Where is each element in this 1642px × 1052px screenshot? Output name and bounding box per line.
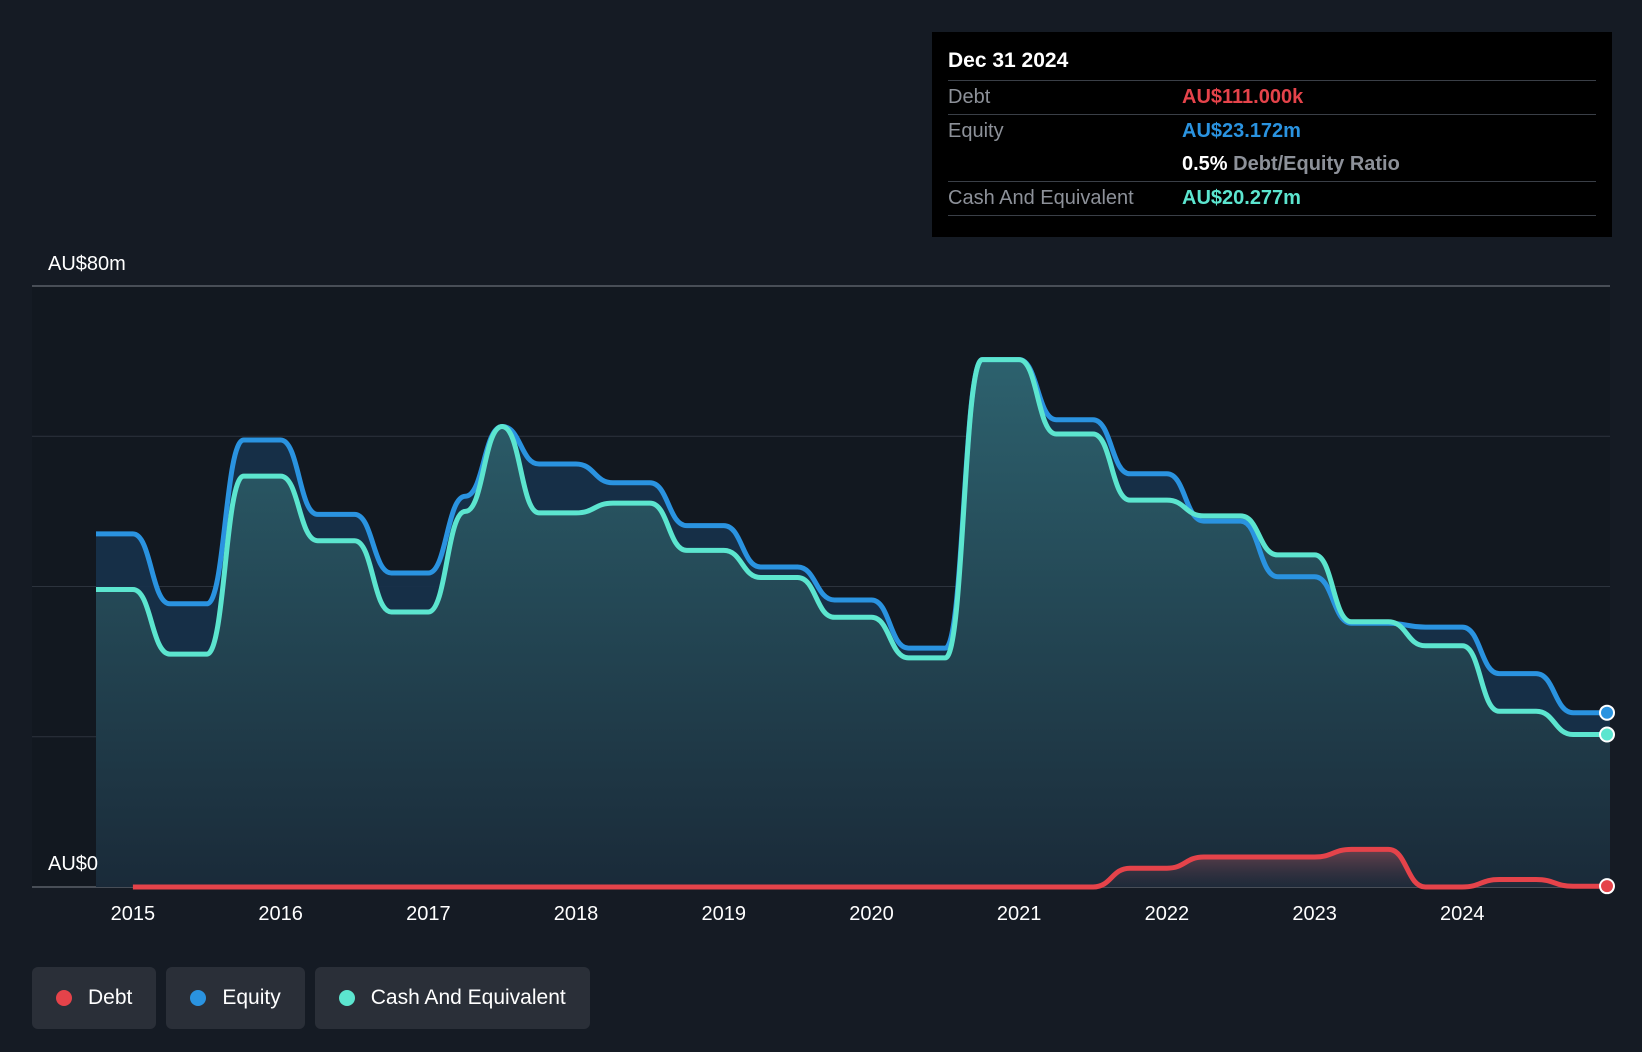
x-tick-label: 2019 <box>702 903 747 925</box>
x-tick-label: 2022 <box>1145 903 1190 925</box>
x-tick-label: 2018 <box>554 903 599 925</box>
debt-dot-icon <box>56 990 72 1006</box>
series-endpoints <box>1599 704 1615 895</box>
tooltip-equity-label: Equity <box>948 120 1004 142</box>
tooltip-equity-value: AU$23.172m <box>1182 120 1301 142</box>
y-label-top: AU$80m <box>48 253 126 275</box>
tooltip-panel: Dec 31 2024 Debt AU$111.000k Equity AU$2… <box>932 32 1612 237</box>
debt-endpoint <box>1599 878 1615 895</box>
tooltip-debt-row: Debt AU$111.000k <box>948 81 1596 115</box>
legend-item-equity[interactable]: Equity <box>166 967 305 1029</box>
tooltip-cash-value: AU$20.277m <box>1182 187 1301 209</box>
tooltip-ratio-label: Debt/Equity Ratio <box>1233 153 1400 175</box>
x-tick-label: 2020 <box>849 903 894 925</box>
tooltip-ratio-row: 0.5% Debt/Equity Ratio <box>948 148 1596 182</box>
equity-endpoint <box>1599 704 1615 721</box>
x-tick-label: 2016 <box>258 903 303 925</box>
tooltip-date: Dec 31 2024 <box>948 46 1596 81</box>
cash-endpoint <box>1599 726 1615 743</box>
x-tick-label: 2024 <box>1440 903 1485 925</box>
y-label-bottom: AU$0 <box>48 853 98 875</box>
legend-item-cash[interactable]: Cash And Equivalent <box>314 967 590 1029</box>
tooltip-equity-row: Equity AU$23.172m <box>948 115 1596 148</box>
x-tick-label: 2023 <box>1292 903 1337 925</box>
x-tick-label: 2015 <box>111 903 156 925</box>
tooltip-debt-value: AU$111.000k <box>1182 86 1304 108</box>
series-lines <box>95 357 1610 890</box>
x-axis-ticks: 2015 2016 2017 2018 2019 2020 2021 2022 2023 2024 <box>111 903 1485 925</box>
cash-dot-icon <box>338 990 355 1006</box>
legend-equity-label: Equity <box>222 986 281 1009</box>
cash-area <box>96 359 1610 888</box>
legend: Debt Equity Cash And Equivalent <box>32 967 590 1029</box>
tooltip-debt-label: Debt <box>948 86 991 108</box>
tooltip-ratio: 0.5% Debt/Equity Ratio <box>1182 148 1400 181</box>
x-tick-label: 2017 <box>406 903 451 925</box>
tooltip-ratio-value: 0.5% <box>1182 153 1228 175</box>
legend-cash-label: Cash And Equivalent <box>370 986 566 1009</box>
legend-item-debt[interactable]: Debt <box>32 967 157 1029</box>
tooltip-cash-label: Cash And Equivalent <box>948 187 1134 209</box>
legend-debt-label: Debt <box>88 986 133 1009</box>
debt-line <box>132 846 1610 890</box>
tooltip-cash-row: Cash And Equivalent AU$20.277m <box>948 182 1596 216</box>
cash-line <box>96 357 1610 737</box>
x-tick-label: 2021 <box>997 903 1042 925</box>
equity-dot-icon <box>190 990 207 1006</box>
tooltip-ratio-spacer <box>948 148 1182 181</box>
